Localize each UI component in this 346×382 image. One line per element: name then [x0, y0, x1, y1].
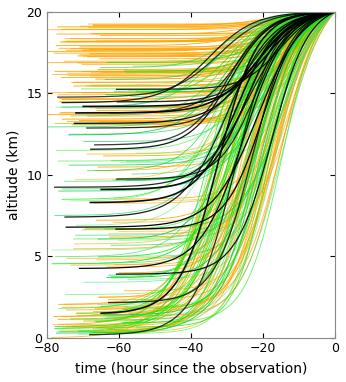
X-axis label: time (hour since the observation): time (hour since the observation) — [75, 361, 307, 375]
Y-axis label: altitude (km): altitude (km) — [7, 129, 21, 220]
